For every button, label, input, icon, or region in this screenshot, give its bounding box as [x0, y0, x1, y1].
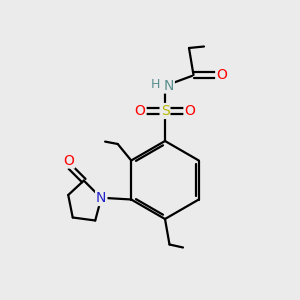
- Text: O: O: [184, 104, 195, 118]
- Text: O: O: [63, 154, 74, 167]
- Text: N: N: [96, 191, 106, 205]
- Text: O: O: [216, 68, 227, 82]
- Text: H: H: [151, 77, 160, 91]
- Text: O: O: [135, 104, 146, 118]
- Text: S: S: [160, 104, 169, 118]
- Text: N: N: [164, 79, 174, 92]
